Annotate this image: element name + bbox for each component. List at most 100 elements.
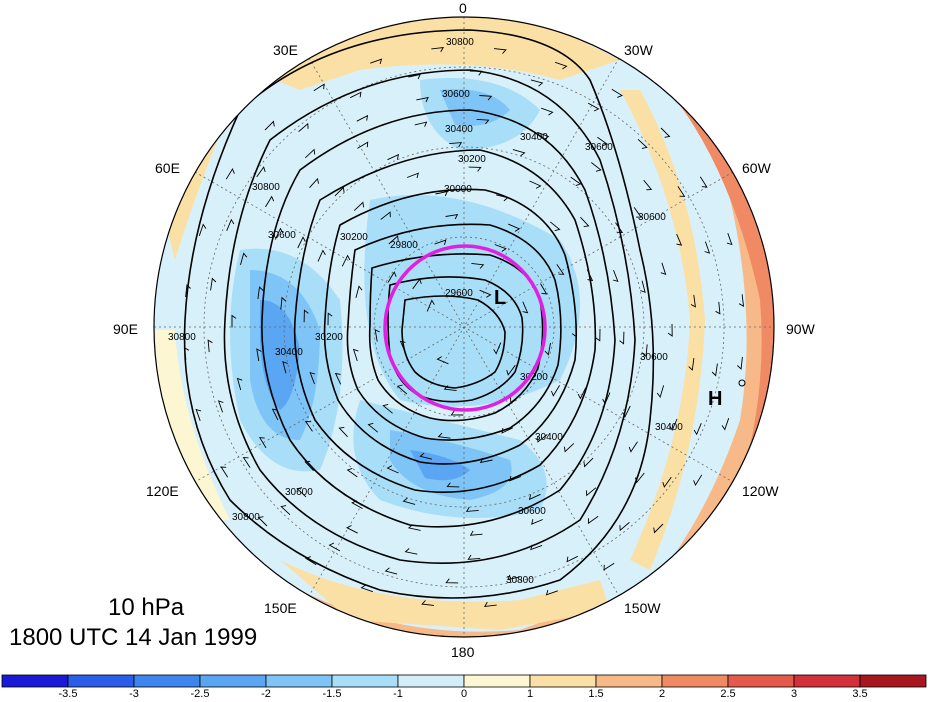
polar-map: 30800 30600 30400 30200 30000 29800 2960… [153, 16, 775, 638]
wind-barb [688, 358, 695, 371]
wind-barb [240, 252, 248, 266]
lon-label-30w: 30W [624, 42, 653, 58]
wind-barb [352, 348, 359, 362]
wind-barb [426, 299, 435, 312]
wind-barb [304, 421, 313, 432]
wind-barb [309, 372, 316, 385]
lon-label-60e: 60E [155, 160, 180, 176]
contour-label: 30600 [285, 487, 313, 498]
wind-barb [528, 493, 541, 501]
wind-barb [628, 441, 638, 453]
contour-label: 30800 [506, 575, 534, 586]
lon-label-90w: 90W [786, 321, 815, 337]
colorbar-swatch [133, 674, 201, 688]
wind-barb [217, 400, 224, 413]
contour-label: 30400 [445, 124, 473, 135]
pressure-level-caption: 10 hPa [108, 594, 185, 621]
colorbar-swatch [463, 674, 531, 688]
wind-barb [198, 223, 207, 236]
wind-barb [374, 329, 380, 342]
wind-barb [699, 176, 708, 188]
wind-barb [280, 296, 286, 310]
wind-barb [345, 525, 358, 534]
wind-barb [327, 312, 333, 326]
colorbar-swatch [331, 674, 399, 688]
colorbar-tick-label: 2 [658, 688, 666, 700]
wind-barb [404, 548, 418, 555]
contour-29800 [346, 223, 562, 441]
wind-barb [280, 505, 291, 516]
wind-barb [715, 301, 721, 315]
wind-barb [667, 323, 673, 337]
wind-barb [660, 127, 671, 138]
wind-barb [445, 214, 459, 220]
wind-barb [530, 79, 544, 87]
wind-barb [653, 523, 664, 534]
colorbar-swatch [595, 674, 663, 688]
wind-barb [468, 166, 482, 172]
wind-barb [360, 584, 373, 593]
wind-barb [587, 102, 600, 112]
wind-barb [257, 286, 264, 300]
wind-barbs [183, 46, 745, 608]
wind-barb [537, 434, 548, 443]
wind-barb [563, 443, 575, 453]
colorbar-tick-label: -3.5 [58, 688, 78, 700]
wind-barb [387, 153, 400, 161]
lon-label-120e: 120E [146, 483, 179, 499]
wind-barb [467, 554, 481, 560]
wind-barb [595, 328, 601, 342]
wind-barb [264, 120, 275, 131]
colorbar-tick-label: -1 [393, 688, 403, 700]
wind-barb [226, 218, 235, 231]
wind-barb [271, 408, 279, 421]
colorbar-tick-label: 0 [460, 688, 468, 700]
wind-barb [476, 118, 490, 125]
wind-barb [195, 408, 202, 421]
lon-label-0: 0 [459, 0, 467, 16]
wind-barb [662, 476, 672, 488]
wind-barb [556, 264, 565, 275]
colorbar-tick-label: 2.5 [720, 688, 736, 700]
contour-label: 30400 [275, 347, 303, 358]
contour-30800-outer [183, 29, 655, 599]
wind-barb [185, 284, 191, 298]
wind-barb [370, 58, 383, 65]
contour-label: 30600 [268, 230, 296, 241]
colorbar-tick-label: 1 [526, 688, 534, 700]
contour-label: 30800 [252, 182, 280, 193]
colorbar-tick-label: -2 [261, 688, 271, 700]
contour-label: 30000 [444, 184, 472, 195]
wind-barb [274, 227, 284, 240]
wind-barb [304, 460, 314, 472]
wind-barb [506, 364, 516, 376]
wind-barb [640, 280, 646, 294]
wind-barb [357, 141, 369, 149]
wind-barb [437, 432, 451, 439]
lon-label-30e: 30E [273, 42, 298, 58]
colorbar-tick-label: -1.5 [322, 688, 342, 700]
wind-barb [380, 211, 391, 220]
wind-barb [544, 342, 551, 356]
wind-barb [479, 289, 492, 298]
wind-barb [583, 457, 594, 468]
contour-label: 30600 [638, 212, 666, 223]
wind-barb [509, 475, 522, 482]
contour-label: 29800 [390, 240, 418, 251]
wind-barb [483, 601, 497, 608]
wind-barb [382, 403, 393, 414]
wind-barb [469, 530, 483, 536]
wind-barb [406, 172, 419, 179]
wind-barb [384, 567, 398, 575]
contour-label: 30400 [655, 422, 683, 433]
wind-barb [282, 360, 288, 374]
wind-barb [225, 168, 235, 180]
wind-barb [738, 294, 745, 308]
wind-barb [591, 162, 602, 172]
wind-barb [597, 136, 609, 147]
wind-barb [419, 452, 433, 460]
lon-label-180: 180 [451, 644, 475, 660]
lon-label-60w: 60W [742, 160, 771, 176]
contour-label: 30200 [520, 372, 548, 383]
low-marker: L [494, 287, 506, 309]
